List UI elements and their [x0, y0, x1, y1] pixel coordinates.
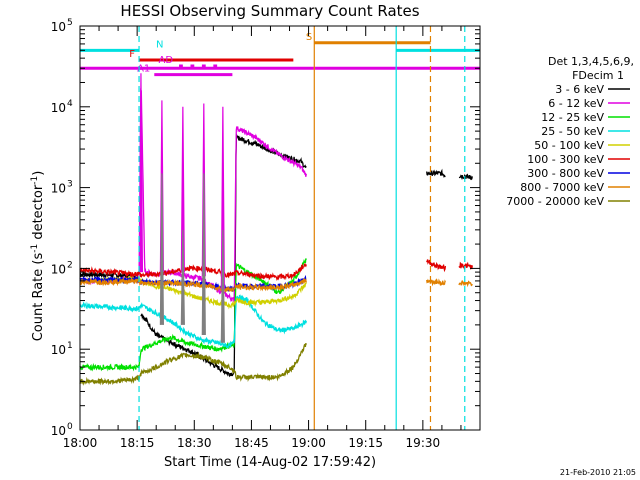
legend-label-50-100-kev: 50 - 100 keV — [534, 139, 604, 152]
legend-label-800-7000-kev: 800 - 7000 keV — [520, 181, 604, 194]
x-tick-label: 18:15 — [120, 436, 155, 450]
series-line-800-7000-kev-2 — [458, 280, 473, 288]
flag-label-f: F — [129, 49, 135, 60]
series-line-100-300-kev-1 — [426, 259, 447, 273]
x-tick-label: 19:00 — [291, 436, 326, 450]
y-tick-label: 10 — [51, 424, 66, 438]
y-tick-exponent: 4 — [67, 99, 73, 109]
x-tick-label: 19:15 — [348, 436, 383, 450]
y-tick-exponent: 5 — [67, 18, 73, 28]
flag-bar-layer: NSFADA1 — [80, 32, 480, 77]
series-line-7000-20000-kev-0 — [79, 342, 307, 386]
flag-label-ad: AD — [159, 55, 174, 66]
y-axis-label-mid: detector — [31, 184, 46, 244]
footer-timestamp: 21-Feb-2010 21:05 — [560, 468, 636, 477]
y-axis-label-sup1: -1 — [30, 244, 40, 253]
chart-title: HESSI Observing Summary Count Rates — [120, 2, 419, 20]
legend-header-1: Det 1,3,4,5,6,9, — [548, 55, 634, 68]
y-axis-label-end: ) — [31, 171, 46, 176]
x-tick-label: 18:00 — [63, 436, 98, 450]
series-line-800-7000-kev-1 — [426, 278, 446, 287]
legend-label-300-800-kev: 300 - 800 keV — [527, 167, 604, 180]
y-tick-label: 10 — [51, 20, 66, 34]
series-line-800-7000-kev-0 — [79, 277, 307, 293]
x-axis-label: Start Time (14-Aug-02 17:59:42) — [164, 455, 376, 470]
series-line-3-6-kev-2 — [426, 168, 446, 178]
series-line-3-6-kev-3 — [458, 173, 473, 181]
legend-label-100-300-kev: 100 - 300 keV — [527, 153, 604, 166]
y-tick-label: 10 — [51, 343, 66, 357]
attenuator-line-layer — [138, 26, 466, 430]
y-tick-exponent: 3 — [67, 180, 73, 190]
legend-label-7000-20000-kev: 7000 - 20000 keV — [506, 195, 604, 208]
x-tick-label: 18:30 — [177, 436, 212, 450]
y-tick-exponent: 0 — [67, 422, 73, 432]
flag-label-n: N — [156, 39, 163, 50]
legend-label-12-25-kev: 12 - 25 keV — [541, 111, 604, 124]
series-layer — [79, 88, 473, 386]
y-tick-label: 10 — [51, 182, 66, 196]
y-tick-label: 10 — [51, 101, 66, 115]
flare-spike-2 — [180, 106, 185, 273]
y-tick-exponent: 1 — [67, 341, 73, 351]
spike-layer — [138, 73, 225, 343]
series-line-100-300-kev-0 — [79, 262, 307, 281]
flare-spike-7 — [201, 173, 206, 335]
legend-label-25-50-kev: 25 - 50 keV — [541, 125, 604, 138]
y-tick-exponent: 2 — [67, 260, 73, 270]
legend-header-2: FDecim 1 — [572, 69, 624, 82]
x-axis-ticks: 18:00 18:15 18:30 18:45 19:00 19:15 19:30 — [63, 26, 462, 450]
plot-frame — [79, 25, 481, 431]
series-line-25-50-kev-0 — [79, 294, 307, 349]
y-axis-label-main: Count Rate (s — [31, 253, 46, 342]
x-tick-label: 19:30 — [406, 436, 441, 450]
flare-spike-6 — [180, 229, 185, 325]
flare-spike-8 — [220, 229, 225, 343]
y-axis-label-sup2: -1 — [30, 176, 40, 185]
flag-label-s: S — [306, 32, 312, 43]
flare-spike-0 — [138, 73, 144, 273]
x-tick-label: 18:45 — [234, 436, 269, 450]
legend-label-6-12-kev: 6 - 12 keV — [548, 97, 604, 110]
y-axis-label: Count Rate (s-1 detector-1) — [30, 171, 46, 342]
legend-label-3-6-kev: 3 - 6 keV — [555, 83, 604, 96]
flare-spike-5 — [159, 173, 165, 325]
y-tick-label: 10 — [51, 262, 66, 276]
series-line-100-300-kev-2 — [458, 261, 473, 271]
